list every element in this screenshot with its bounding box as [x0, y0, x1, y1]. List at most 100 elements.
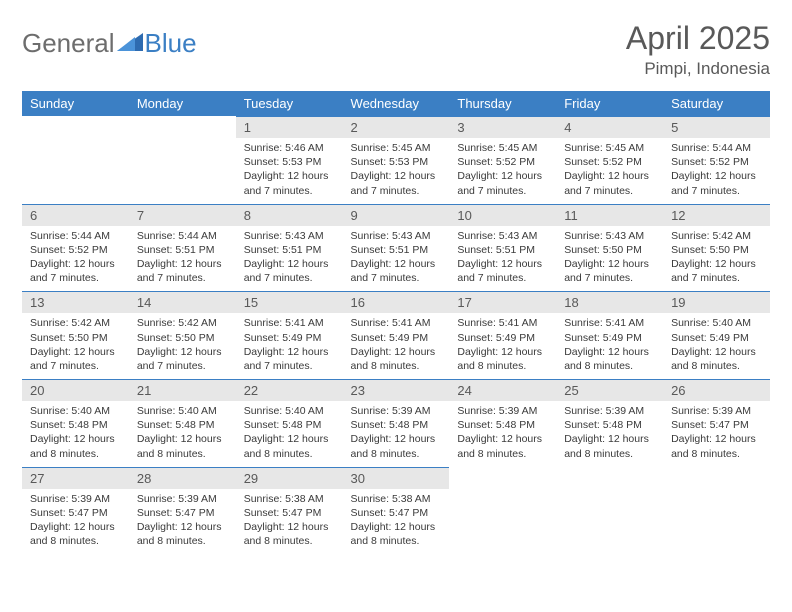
day-number: 27: [22, 467, 129, 489]
day-number: 26: [663, 379, 770, 401]
day-number: 24: [449, 379, 556, 401]
day-details: Sunrise: 5:45 AMSunset: 5:53 PMDaylight:…: [343, 138, 450, 204]
calendar-day-cell: ..: [663, 467, 770, 555]
day-details: Sunrise: 5:45 AMSunset: 5:52 PMDaylight:…: [449, 138, 556, 204]
day-details: Sunrise: 5:38 AMSunset: 5:47 PMDaylight:…: [236, 489, 343, 555]
weekday-header: Tuesday: [236, 91, 343, 116]
weekday-header: Friday: [556, 91, 663, 116]
calendar-page: General Blue April 2025 Pimpi, Indonesia…: [0, 0, 792, 574]
day-details: Sunrise: 5:42 AMSunset: 5:50 PMDaylight:…: [22, 313, 129, 379]
weekday-header: Wednesday: [343, 91, 450, 116]
calendar-day-cell: 20Sunrise: 5:40 AMSunset: 5:48 PMDayligh…: [22, 379, 129, 467]
day-details: Sunrise: 5:40 AMSunset: 5:49 PMDaylight:…: [663, 313, 770, 379]
calendar-body: ....1Sunrise: 5:46 AMSunset: 5:53 PMDayl…: [22, 116, 770, 554]
day-details: Sunrise: 5:39 AMSunset: 5:47 PMDaylight:…: [663, 401, 770, 467]
calendar-day-cell: 27Sunrise: 5:39 AMSunset: 5:47 PMDayligh…: [22, 467, 129, 555]
calendar-day-cell: ..: [556, 467, 663, 555]
day-number: 20: [22, 379, 129, 401]
weekday-header: Saturday: [663, 91, 770, 116]
day-number: 9: [343, 204, 450, 226]
calendar-day-cell: 10Sunrise: 5:43 AMSunset: 5:51 PMDayligh…: [449, 204, 556, 292]
calendar-week-row: 20Sunrise: 5:40 AMSunset: 5:48 PMDayligh…: [22, 379, 770, 467]
day-details: Sunrise: 5:39 AMSunset: 5:48 PMDaylight:…: [343, 401, 450, 467]
logo-text-blue: Blue: [145, 28, 197, 59]
day-details: Sunrise: 5:41 AMSunset: 5:49 PMDaylight:…: [449, 313, 556, 379]
day-number: 16: [343, 291, 450, 313]
day-details: Sunrise: 5:41 AMSunset: 5:49 PMDaylight:…: [343, 313, 450, 379]
day-number: 25: [556, 379, 663, 401]
day-details: Sunrise: 5:43 AMSunset: 5:50 PMDaylight:…: [556, 226, 663, 292]
day-number: 21: [129, 379, 236, 401]
day-details: Sunrise: 5:40 AMSunset: 5:48 PMDaylight:…: [236, 401, 343, 467]
calendar-day-cell: 5Sunrise: 5:44 AMSunset: 5:52 PMDaylight…: [663, 116, 770, 204]
calendar-day-cell: 24Sunrise: 5:39 AMSunset: 5:48 PMDayligh…: [449, 379, 556, 467]
calendar-day-cell: ..: [449, 467, 556, 555]
day-details: Sunrise: 5:45 AMSunset: 5:52 PMDaylight:…: [556, 138, 663, 204]
day-details: Sunrise: 5:43 AMSunset: 5:51 PMDaylight:…: [343, 226, 450, 292]
calendar-day-cell: 13Sunrise: 5:42 AMSunset: 5:50 PMDayligh…: [22, 291, 129, 379]
calendar-day-cell: 22Sunrise: 5:40 AMSunset: 5:48 PMDayligh…: [236, 379, 343, 467]
calendar-day-cell: 26Sunrise: 5:39 AMSunset: 5:47 PMDayligh…: [663, 379, 770, 467]
calendar-day-cell: 1Sunrise: 5:46 AMSunset: 5:53 PMDaylight…: [236, 116, 343, 204]
day-number: 5: [663, 116, 770, 138]
day-details: Sunrise: 5:42 AMSunset: 5:50 PMDaylight:…: [129, 313, 236, 379]
calendar-day-cell: 23Sunrise: 5:39 AMSunset: 5:48 PMDayligh…: [343, 379, 450, 467]
day-details: Sunrise: 5:46 AMSunset: 5:53 PMDaylight:…: [236, 138, 343, 204]
day-number: 8: [236, 204, 343, 226]
day-number: 4: [556, 116, 663, 138]
calendar-day-cell: 11Sunrise: 5:43 AMSunset: 5:50 PMDayligh…: [556, 204, 663, 292]
day-number: 2: [343, 116, 450, 138]
logo-triangle-icon: [117, 31, 143, 56]
day-details: Sunrise: 5:44 AMSunset: 5:52 PMDaylight:…: [22, 226, 129, 292]
weekday-header: Monday: [129, 91, 236, 116]
header: General Blue April 2025 Pimpi, Indonesia: [22, 20, 770, 79]
calendar-day-cell: 29Sunrise: 5:38 AMSunset: 5:47 PMDayligh…: [236, 467, 343, 555]
weekday-header: Sunday: [22, 91, 129, 116]
calendar-day-cell: 15Sunrise: 5:41 AMSunset: 5:49 PMDayligh…: [236, 291, 343, 379]
calendar-day-cell: 16Sunrise: 5:41 AMSunset: 5:49 PMDayligh…: [343, 291, 450, 379]
day-details: Sunrise: 5:44 AMSunset: 5:51 PMDaylight:…: [129, 226, 236, 292]
day-number: 15: [236, 291, 343, 313]
day-number: 22: [236, 379, 343, 401]
day-details: Sunrise: 5:39 AMSunset: 5:47 PMDaylight:…: [22, 489, 129, 555]
day-number: 7: [129, 204, 236, 226]
calendar-day-cell: 7Sunrise: 5:44 AMSunset: 5:51 PMDaylight…: [129, 204, 236, 292]
day-details: Sunrise: 5:42 AMSunset: 5:50 PMDaylight:…: [663, 226, 770, 292]
calendar-week-row: ....1Sunrise: 5:46 AMSunset: 5:53 PMDayl…: [22, 116, 770, 204]
day-number: 10: [449, 204, 556, 226]
calendar-day-cell: 2Sunrise: 5:45 AMSunset: 5:53 PMDaylight…: [343, 116, 450, 204]
logo-text-general: General: [22, 28, 115, 59]
calendar-day-cell: 14Sunrise: 5:42 AMSunset: 5:50 PMDayligh…: [129, 291, 236, 379]
calendar-day-cell: 12Sunrise: 5:42 AMSunset: 5:50 PMDayligh…: [663, 204, 770, 292]
day-details: Sunrise: 5:40 AMSunset: 5:48 PMDaylight:…: [22, 401, 129, 467]
calendar-week-row: 27Sunrise: 5:39 AMSunset: 5:47 PMDayligh…: [22, 467, 770, 555]
calendar-day-cell: 19Sunrise: 5:40 AMSunset: 5:49 PMDayligh…: [663, 291, 770, 379]
calendar-day-cell: ..: [129, 116, 236, 204]
day-number: 18: [556, 291, 663, 313]
calendar-week-row: 6Sunrise: 5:44 AMSunset: 5:52 PMDaylight…: [22, 204, 770, 292]
day-number: 30: [343, 467, 450, 489]
calendar-day-cell: 25Sunrise: 5:39 AMSunset: 5:48 PMDayligh…: [556, 379, 663, 467]
day-details: Sunrise: 5:39 AMSunset: 5:48 PMDaylight:…: [449, 401, 556, 467]
day-number: 1: [236, 116, 343, 138]
day-details: Sunrise: 5:39 AMSunset: 5:47 PMDaylight:…: [129, 489, 236, 555]
calendar-day-cell: 30Sunrise: 5:38 AMSunset: 5:47 PMDayligh…: [343, 467, 450, 555]
day-details: Sunrise: 5:43 AMSunset: 5:51 PMDaylight:…: [449, 226, 556, 292]
calendar-day-cell: 18Sunrise: 5:41 AMSunset: 5:49 PMDayligh…: [556, 291, 663, 379]
calendar-day-cell: 8Sunrise: 5:43 AMSunset: 5:51 PMDaylight…: [236, 204, 343, 292]
day-details: Sunrise: 5:43 AMSunset: 5:51 PMDaylight:…: [236, 226, 343, 292]
day-number: 12: [663, 204, 770, 226]
day-number: 19: [663, 291, 770, 313]
day-details: Sunrise: 5:38 AMSunset: 5:47 PMDaylight:…: [343, 489, 450, 555]
day-number: 6: [22, 204, 129, 226]
calendar-day-cell: 4Sunrise: 5:45 AMSunset: 5:52 PMDaylight…: [556, 116, 663, 204]
day-number: 14: [129, 291, 236, 313]
day-number: 13: [22, 291, 129, 313]
calendar-day-cell: 28Sunrise: 5:39 AMSunset: 5:47 PMDayligh…: [129, 467, 236, 555]
day-number: 23: [343, 379, 450, 401]
day-details: Sunrise: 5:39 AMSunset: 5:48 PMDaylight:…: [556, 401, 663, 467]
day-details: Sunrise: 5:41 AMSunset: 5:49 PMDaylight:…: [236, 313, 343, 379]
calendar-day-cell: 21Sunrise: 5:40 AMSunset: 5:48 PMDayligh…: [129, 379, 236, 467]
calendar-week-row: 13Sunrise: 5:42 AMSunset: 5:50 PMDayligh…: [22, 291, 770, 379]
weekday-header-row: Sunday Monday Tuesday Wednesday Thursday…: [22, 91, 770, 116]
